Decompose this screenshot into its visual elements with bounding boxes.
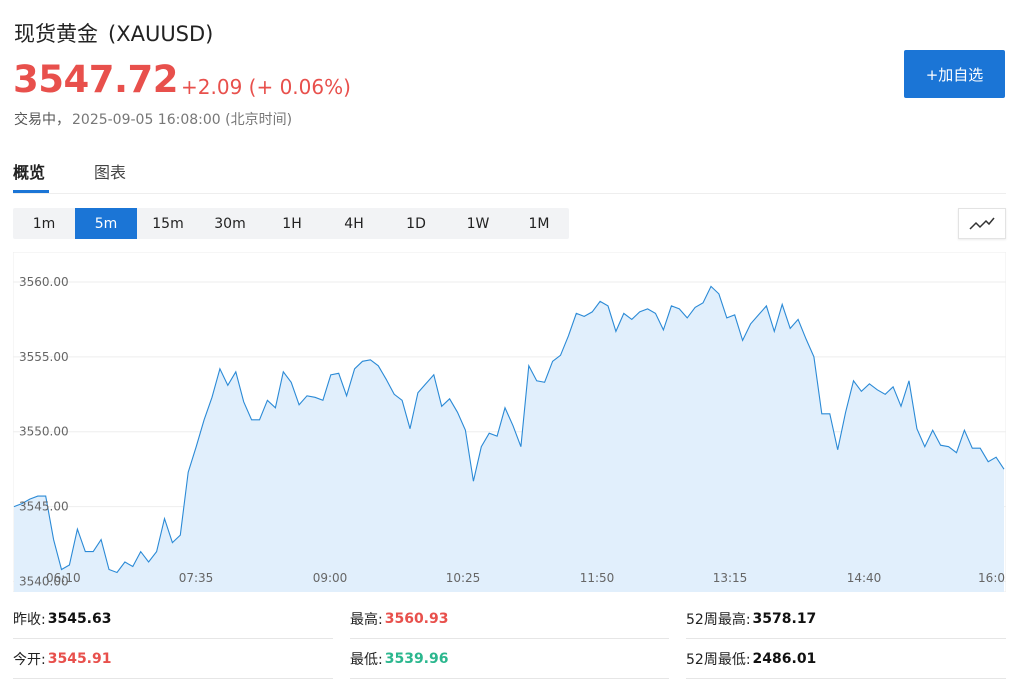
instrument-symbol: (XAUUSD) [108, 22, 214, 46]
low-label: 最低: [350, 652, 383, 668]
x-tick-label: 06:10 [46, 571, 81, 585]
x-tick-label: 16:0 [978, 571, 1005, 585]
x-tick-label: 10:25 [446, 571, 481, 585]
status-timestamp: 2025-09-05 16:08:00 (北京时间) [72, 112, 293, 128]
period-selector: 1m 5m 15m 30m 1H 4H 1D 1W 1M [13, 208, 569, 239]
stat-52w-low: 52周最低: 2486.01 [686, 640, 1006, 679]
open-value: 3545.91 [47, 651, 112, 667]
period-1w[interactable]: 1W [466, 215, 490, 232]
tab-overview[interactable]: 概览 [13, 163, 46, 182]
stat-prev-close: 昨收: 3545.63 [13, 600, 333, 639]
active-tab-indicator [13, 190, 49, 193]
52w-high-label: 52周最高: [686, 612, 751, 628]
high-label: 最高: [350, 612, 383, 628]
stat-low: 最低: 3539.96 [350, 640, 669, 679]
high-value: 3560.93 [384, 611, 449, 627]
price-change: +2.09 (+ 0.06%) [181, 75, 351, 99]
trading-status: 交易中， 2025-09-05 16:08:00 (北京时间) [14, 109, 292, 129]
line-chart-icon [969, 217, 995, 230]
x-tick-label: 14:40 [847, 571, 882, 585]
tab-chart[interactable]: 图表 [94, 163, 127, 182]
main-tabs: 概览 图表 [13, 155, 1006, 194]
add-watchlist-button[interactable]: +加自选 [904, 50, 1005, 98]
stat-52w-high: 52周最高: 3578.17 [686, 600, 1006, 639]
period-30m[interactable]: 30m [214, 215, 246, 232]
y-tick-label: 3555.00 [19, 350, 69, 364]
open-label: 今开: [13, 652, 46, 668]
y-tick-label: 3560.00 [19, 275, 69, 289]
52w-low-label: 52周最低: [686, 652, 751, 668]
52w-low-value: 2486.01 [752, 651, 817, 667]
period-1mo[interactable]: 1M [528, 215, 550, 232]
price-chart[interactable]: 3540.00 3545.00 3550.00 3555.00 3560.00 06:10… [12, 251, 1007, 593]
period-1m[interactable]: 1m [32, 215, 56, 232]
y-tick-label: 3540.00 [19, 575, 69, 589]
period-4h[interactable]: 4H [344, 215, 364, 232]
prev-close-value: 3545.63 [47, 611, 112, 627]
x-tick-label: 11:50 [580, 571, 615, 585]
period-15m[interactable]: 15m [152, 215, 184, 232]
prev-close-label: 昨收: [13, 612, 46, 628]
instrument-name: 现货黄金 [14, 22, 98, 46]
x-tick-label: 07:35 [179, 571, 214, 585]
52w-high-value: 3578.17 [752, 611, 817, 627]
stat-open: 今开: 3545.91 [13, 640, 333, 679]
y-tick-label: 3550.00 [19, 425, 69, 439]
status-text: 交易中， [14, 112, 70, 128]
period-5m[interactable]: 5m [75, 208, 137, 239]
period-1h[interactable]: 1H [282, 215, 302, 232]
instrument-title: 现货黄金 (XAUUSD) [14, 18, 213, 48]
period-1d[interactable]: 1D [406, 215, 426, 232]
low-value: 3539.96 [384, 651, 449, 667]
price-area-fill [14, 286, 1004, 592]
stat-high: 最高: 3560.93 [350, 600, 669, 639]
y-tick-label: 3545.00 [19, 500, 69, 514]
price-line [13, 285, 1005, 574]
chart-type-button[interactable] [958, 208, 1006, 239]
current-price: 3547.72 [13, 58, 179, 101]
x-tick-label: 09:00 [313, 571, 348, 585]
price-chart-svg: 3540.00 3545.00 3550.00 3555.00 3560.00 06:10… [12, 251, 1007, 593]
x-tick-label: 13:15 [713, 571, 748, 585]
